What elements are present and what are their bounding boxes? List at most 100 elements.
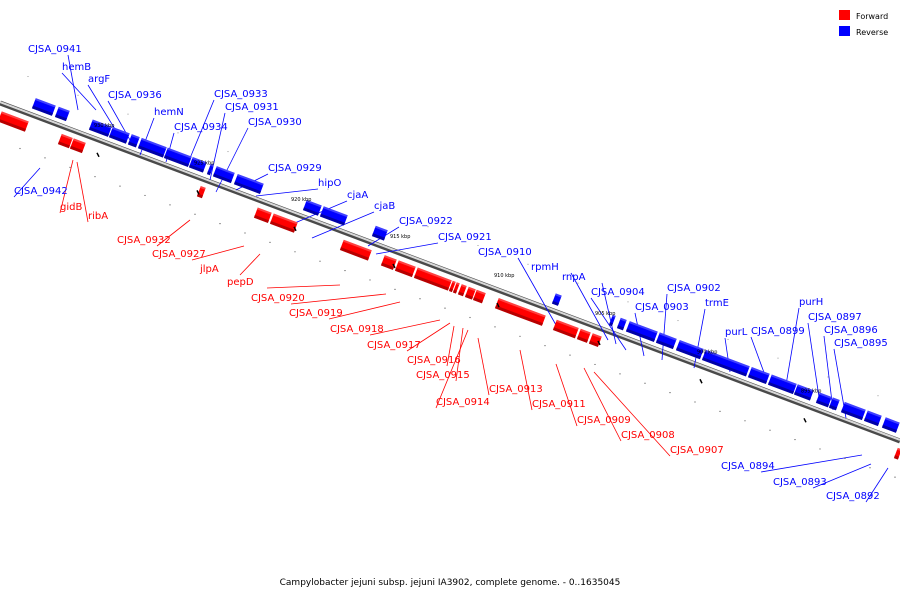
reverse-gene-19-shade <box>655 339 674 350</box>
reverse-gene-label-28: CJSA_0895 <box>834 338 888 349</box>
scale-tick-1 <box>96 152 100 158</box>
scale-tick-label-2: 925 kbp <box>194 160 214 166</box>
reverse-gene-28-shade <box>863 418 879 427</box>
forward-gene-6-shade <box>269 220 295 233</box>
reverse-gene-18-body <box>626 321 658 342</box>
reverse-gene-label-29: CJSA_0942 <box>14 186 68 197</box>
forward-gene-18 <box>576 328 591 343</box>
forward-gene-3 <box>69 138 86 154</box>
reverse-gene-20-body <box>676 339 704 359</box>
forward-gene-label-18: CJSA_0907 <box>670 445 724 456</box>
reverse-gene-label-16: CJSA_0910 <box>478 247 532 258</box>
reverse-gene-26-shade <box>828 404 837 411</box>
dot-low-420 <box>419 298 421 300</box>
reverse-gene-label-14: CJSA_0922 <box>399 216 453 227</box>
forward-gene-label-16-leader <box>555 363 578 427</box>
reverse-gene-8-shade <box>188 164 204 173</box>
scale-tick-6 <box>597 340 601 346</box>
reverse-gene-label-20: CJSA_0903 <box>635 302 689 313</box>
forward-gene-1-body <box>0 111 29 131</box>
reverse-gene-2 <box>54 106 70 122</box>
dot-low-170 <box>169 204 171 206</box>
dot-low-320 <box>319 260 321 262</box>
reverse-gene-2-shade <box>54 114 67 122</box>
dot-high-420 <box>427 226 429 228</box>
reverse-gene-label-4: CJSA_0936 <box>108 90 162 101</box>
forward-gene-11 <box>448 280 456 293</box>
reverse-gene-1-gloss <box>35 98 56 108</box>
reverse-gene-label-1-leader <box>67 54 79 111</box>
forward-gene-14 <box>464 286 476 300</box>
dot-low-270 <box>269 241 271 243</box>
dot-high-220 <box>227 151 229 153</box>
forward-gene-label-5-leader <box>239 253 261 276</box>
reverse-gene-25-shade <box>815 400 829 408</box>
scale-tick-label-3: 920 kbp <box>291 197 311 203</box>
reverse-gene-14-gloss <box>375 225 388 233</box>
reverse-gene-label-15: CJSA_0921 <box>438 232 492 243</box>
reverse-gene-label-27: CJSA_0896 <box>824 325 878 336</box>
reverse-gene-27-body <box>841 401 866 420</box>
reverse-gene-label-18-leader <box>601 282 617 345</box>
reverse-gene-11-gloss <box>237 173 264 186</box>
reverse-gene-11 <box>233 173 264 195</box>
reverse-gene-3-gloss <box>92 119 112 129</box>
dot-high-770 <box>777 357 779 359</box>
forward-gene-label-15-leader <box>519 349 533 411</box>
reverse-gene-23-shade <box>767 381 794 395</box>
reverse-gene-5-shade <box>127 141 137 148</box>
dot-low-645 <box>644 382 646 384</box>
dot-low-495 <box>494 326 496 328</box>
forward-gene-label-10-leader <box>406 322 451 352</box>
forward-gene-9 <box>394 260 416 278</box>
forward-gene-5-shade <box>253 214 269 224</box>
reverse-gene-label-10: CJSA_0929 <box>268 163 322 174</box>
forward-gene-label-4-leader <box>191 245 245 261</box>
reverse-gene-22-body <box>748 366 770 384</box>
reverse-gene-label-3-leader <box>87 84 119 135</box>
reverse-gene-1 <box>31 98 56 116</box>
reverse-gene-label-31-leader <box>812 463 872 489</box>
dot-low-795 <box>794 438 796 441</box>
reverse-gene-29-gloss <box>885 417 900 425</box>
reverse-gene-label-8: CJSA_0931 <box>225 102 279 113</box>
forward-gene-1-gloss <box>1 111 29 124</box>
reverse-gene-24-body <box>794 384 814 400</box>
dot-low-445 <box>444 307 446 309</box>
reverse-gene-7-body <box>164 147 192 167</box>
dot-low-45 <box>44 157 46 159</box>
reverse-gene-10-body <box>213 166 235 183</box>
reverse-gene-10-gloss <box>216 166 235 175</box>
forward-gene-label-14-leader <box>477 337 490 396</box>
reverse-gene-label-31: CJSA_0893 <box>773 477 827 488</box>
dot-high-120 <box>127 113 129 115</box>
forward-gene-3-shade <box>69 145 83 154</box>
forward-gene-15-gloss <box>476 289 486 295</box>
reverse-gene-label-6: CJSA_0934 <box>174 122 228 133</box>
forward-gene-20-shade <box>893 455 899 460</box>
reverse-gene-16-shade <box>608 322 613 327</box>
forward-gene-10-gloss <box>417 267 452 283</box>
forward-gene-14-shade <box>464 294 473 300</box>
reverse-gene-label-1: CJSA_0941 <box>28 44 82 55</box>
forward-gene-label-8: CJSA_0919 <box>289 308 343 319</box>
dot-high-20 <box>27 76 29 78</box>
dot-high-470 <box>477 245 479 247</box>
forward-gene-12-shade <box>452 289 457 294</box>
dot-low-345 <box>344 269 346 272</box>
dot-high-370 <box>377 207 379 209</box>
reverse-gene-3-body <box>89 119 112 136</box>
scale-tick-label-5: 910 kbp <box>494 273 514 279</box>
forward-gene-13-gloss <box>461 284 467 288</box>
reverse-gene-label-29-leader <box>13 167 41 198</box>
forward-gene-label-9: CJSA_0918 <box>330 324 384 335</box>
reverse-gene-4-shade <box>108 134 127 144</box>
reverse-gene-29-shade <box>881 424 897 433</box>
dot-low-570 <box>569 354 571 356</box>
reverse-gene-label-11-leader <box>255 188 319 197</box>
reverse-gene-13-gloss <box>323 206 348 218</box>
reverse-gene-15-gloss <box>555 293 562 298</box>
reverse-gene-2-gloss <box>58 106 70 113</box>
forward-gene-16-shade <box>494 305 543 326</box>
